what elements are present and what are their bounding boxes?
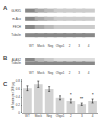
svg-text:Oligo1: Oligo1 [56,114,65,118]
svg-text:0.6: 0.6 [16,87,21,91]
svg-text:Mock: Mock [37,71,45,75]
svg-text:3: 3 [81,114,83,118]
svg-text:**: ** [80,96,84,101]
svg-text:Neg: Neg [48,44,54,48]
svg-text:C: C [3,81,8,87]
svg-text:4: 4 [88,44,90,48]
svg-text:2: 2 [70,114,72,118]
svg-text:m-Aco: m-Aco [12,17,21,21]
svg-text:WT: WT [29,71,34,75]
svg-text:Neg: Neg [48,71,54,75]
svg-text:nM heme per 100 μg: nM heme per 100 μg [11,82,15,110]
svg-text:0.8: 0.8 [16,79,21,83]
svg-text:*: * [92,92,94,97]
svg-text:B: B [3,55,8,61]
svg-text:4: 4 [92,114,94,118]
svg-text:ALAS2: ALAS2 [12,58,22,62]
svg-text:GLRX5: GLRX5 [11,9,21,13]
svg-text:3: 3 [78,44,80,48]
svg-text:Oligo1: Oligo1 [56,71,65,75]
svg-text:Oligo1: Oligo1 [56,44,65,48]
svg-text:3: 3 [78,71,80,75]
svg-text:4: 4 [88,71,90,75]
svg-text:0.2: 0.2 [16,103,21,107]
svg-text:Neg: Neg [46,114,52,118]
svg-text:A: A [3,5,8,11]
svg-text:0.4: 0.4 [16,95,21,99]
svg-text:*: * [70,92,72,97]
svg-text:Mock: Mock [35,114,43,118]
svg-text:FECH: FECH [13,25,21,29]
svg-text:WT: WT [25,114,30,118]
svg-text:Tubulin: Tubulin [11,33,21,37]
svg-text:WT: WT [29,44,34,48]
svg-text:0: 0 [18,111,20,115]
svg-text:2: 2 [69,71,71,75]
svg-text:2: 2 [69,44,71,48]
svg-text:Tubulin: Tubulin [11,61,21,65]
svg-text:Mock: Mock [37,44,45,48]
